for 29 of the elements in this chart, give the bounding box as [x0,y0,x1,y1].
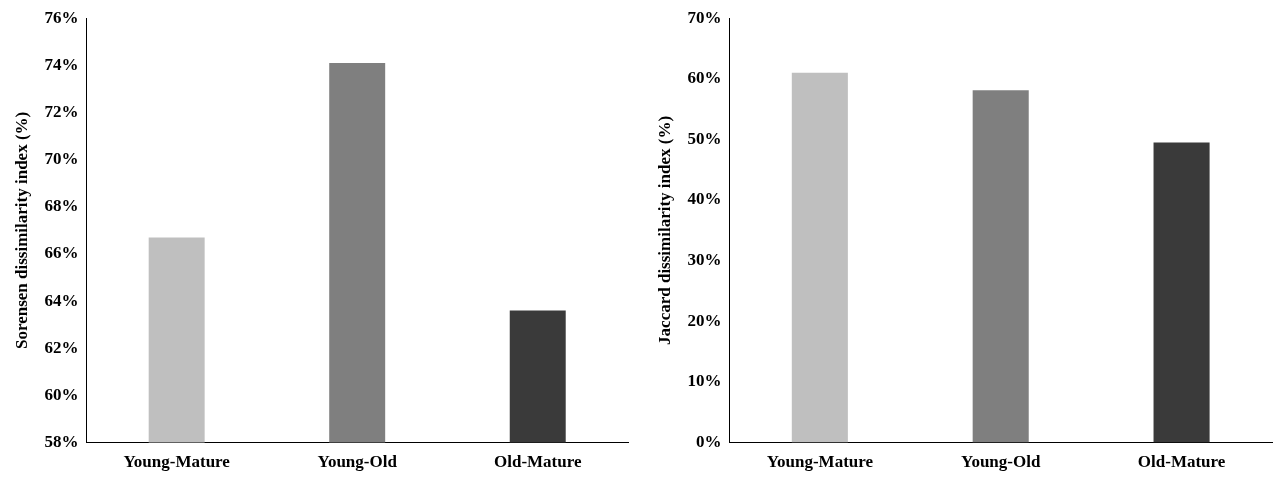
y-tick-label: 30% [687,250,722,270]
x-tick-label: Young-Old [317,452,398,472]
y-axis-title: Jaccard dissimilarity index (%) [654,115,674,345]
y-tick-label: 72% [44,101,79,121]
y-tick-label: 68% [44,196,79,216]
x-tick-label: Young-Mature [123,452,231,472]
x-tick-label: Young-Old [961,452,1041,472]
y-tick-label: 70% [687,7,722,27]
y-tick-label: 60% [687,68,722,88]
y-tick-label: 62% [44,337,79,357]
y-tick-label: 58% [44,431,79,451]
y-tick-label: 64% [44,290,79,310]
y-tick-label: 50% [687,128,722,148]
y-tick-label: 66% [44,243,79,263]
y-tick-label: 20% [687,310,722,330]
y-axis-title: Sorensen dissimilarity index (%) [11,111,31,350]
x-tick-label: Young-Mature [766,452,874,472]
y-tick-label: 10% [687,371,722,391]
bar [972,90,1029,443]
y-tick-label: 60% [44,384,79,404]
x-tick-label: Old-Mature [1137,452,1226,472]
y-tick-label: 76% [44,7,79,27]
y-tick-label: 0% [695,431,722,451]
x-tick-label: Old-Mature [493,452,582,472]
y-tick-label: 40% [687,189,722,209]
bar [791,72,848,443]
bar [1153,142,1210,443]
y-tick-label: 70% [44,149,79,169]
y-tick-label: 74% [44,54,79,74]
